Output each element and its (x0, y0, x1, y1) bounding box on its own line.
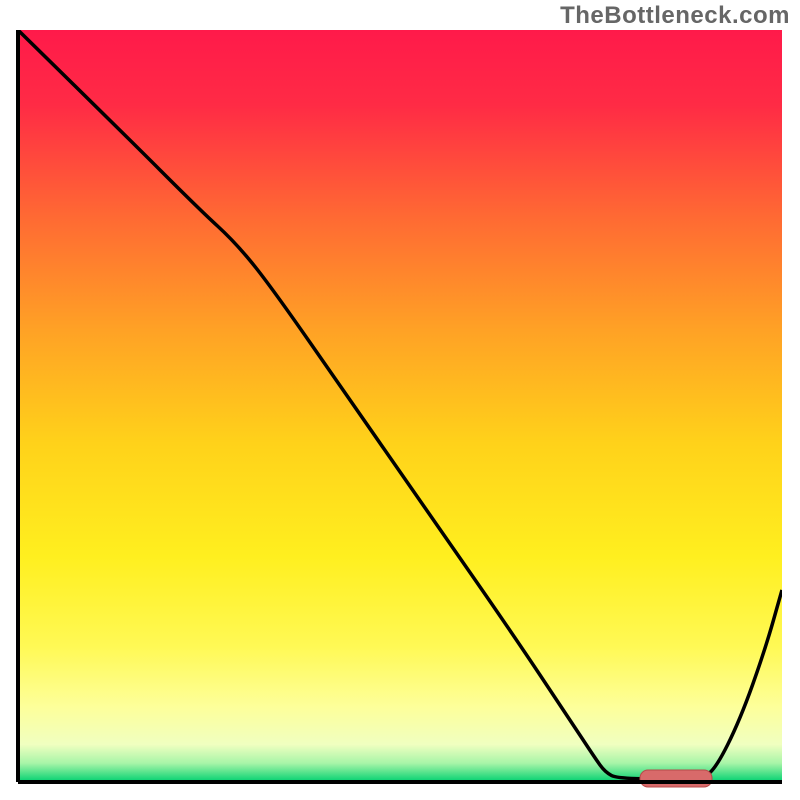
watermark-text: TheBottleneck.com (560, 2, 790, 30)
optimal-marker (640, 770, 712, 787)
bottleneck-chart (0, 0, 800, 800)
chart-container: { "watermark": "TheBottleneck.com", "cha… (0, 0, 800, 800)
